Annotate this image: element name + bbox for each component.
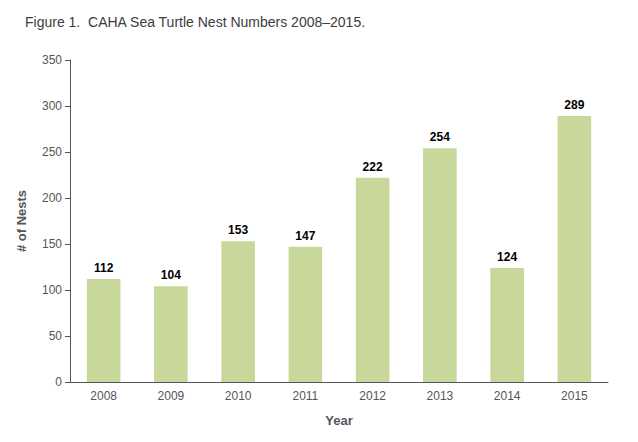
svg-text:254: 254: [430, 130, 450, 144]
svg-text:350: 350: [42, 53, 62, 67]
svg-text:2011: 2011: [292, 389, 318, 403]
svg-text:150: 150: [42, 237, 62, 251]
svg-text:300: 300: [42, 99, 62, 113]
svg-text:112: 112: [94, 261, 114, 275]
svg-text:0: 0: [55, 375, 62, 389]
svg-text:50: 50: [49, 329, 63, 343]
svg-text:104: 104: [161, 268, 181, 282]
svg-text:222: 222: [363, 160, 383, 174]
svg-text:124: 124: [497, 250, 517, 264]
svg-text:Year: Year: [325, 413, 352, 428]
svg-text:200: 200: [42, 191, 62, 205]
svg-text:2009: 2009: [158, 389, 185, 403]
svg-text:2015: 2015: [561, 389, 588, 403]
svg-text:2013: 2013: [427, 389, 454, 403]
svg-text:2014: 2014: [494, 389, 521, 403]
svg-text:289: 289: [564, 98, 584, 112]
svg-text:250: 250: [42, 145, 62, 159]
svg-text:Figure 1. CAHA Sea Turtle Nes: Figure 1. CAHA Sea Turtle Nest Numbers 2…: [25, 14, 365, 30]
svg-text:2008: 2008: [90, 389, 117, 403]
svg-text:2012: 2012: [359, 389, 386, 403]
svg-text:100: 100: [42, 283, 62, 297]
svg-text:153: 153: [228, 223, 248, 237]
svg-text:# of Nests: # of Nests: [14, 190, 29, 252]
svg-text:147: 147: [295, 229, 315, 243]
svg-text:2010: 2010: [225, 389, 252, 403]
